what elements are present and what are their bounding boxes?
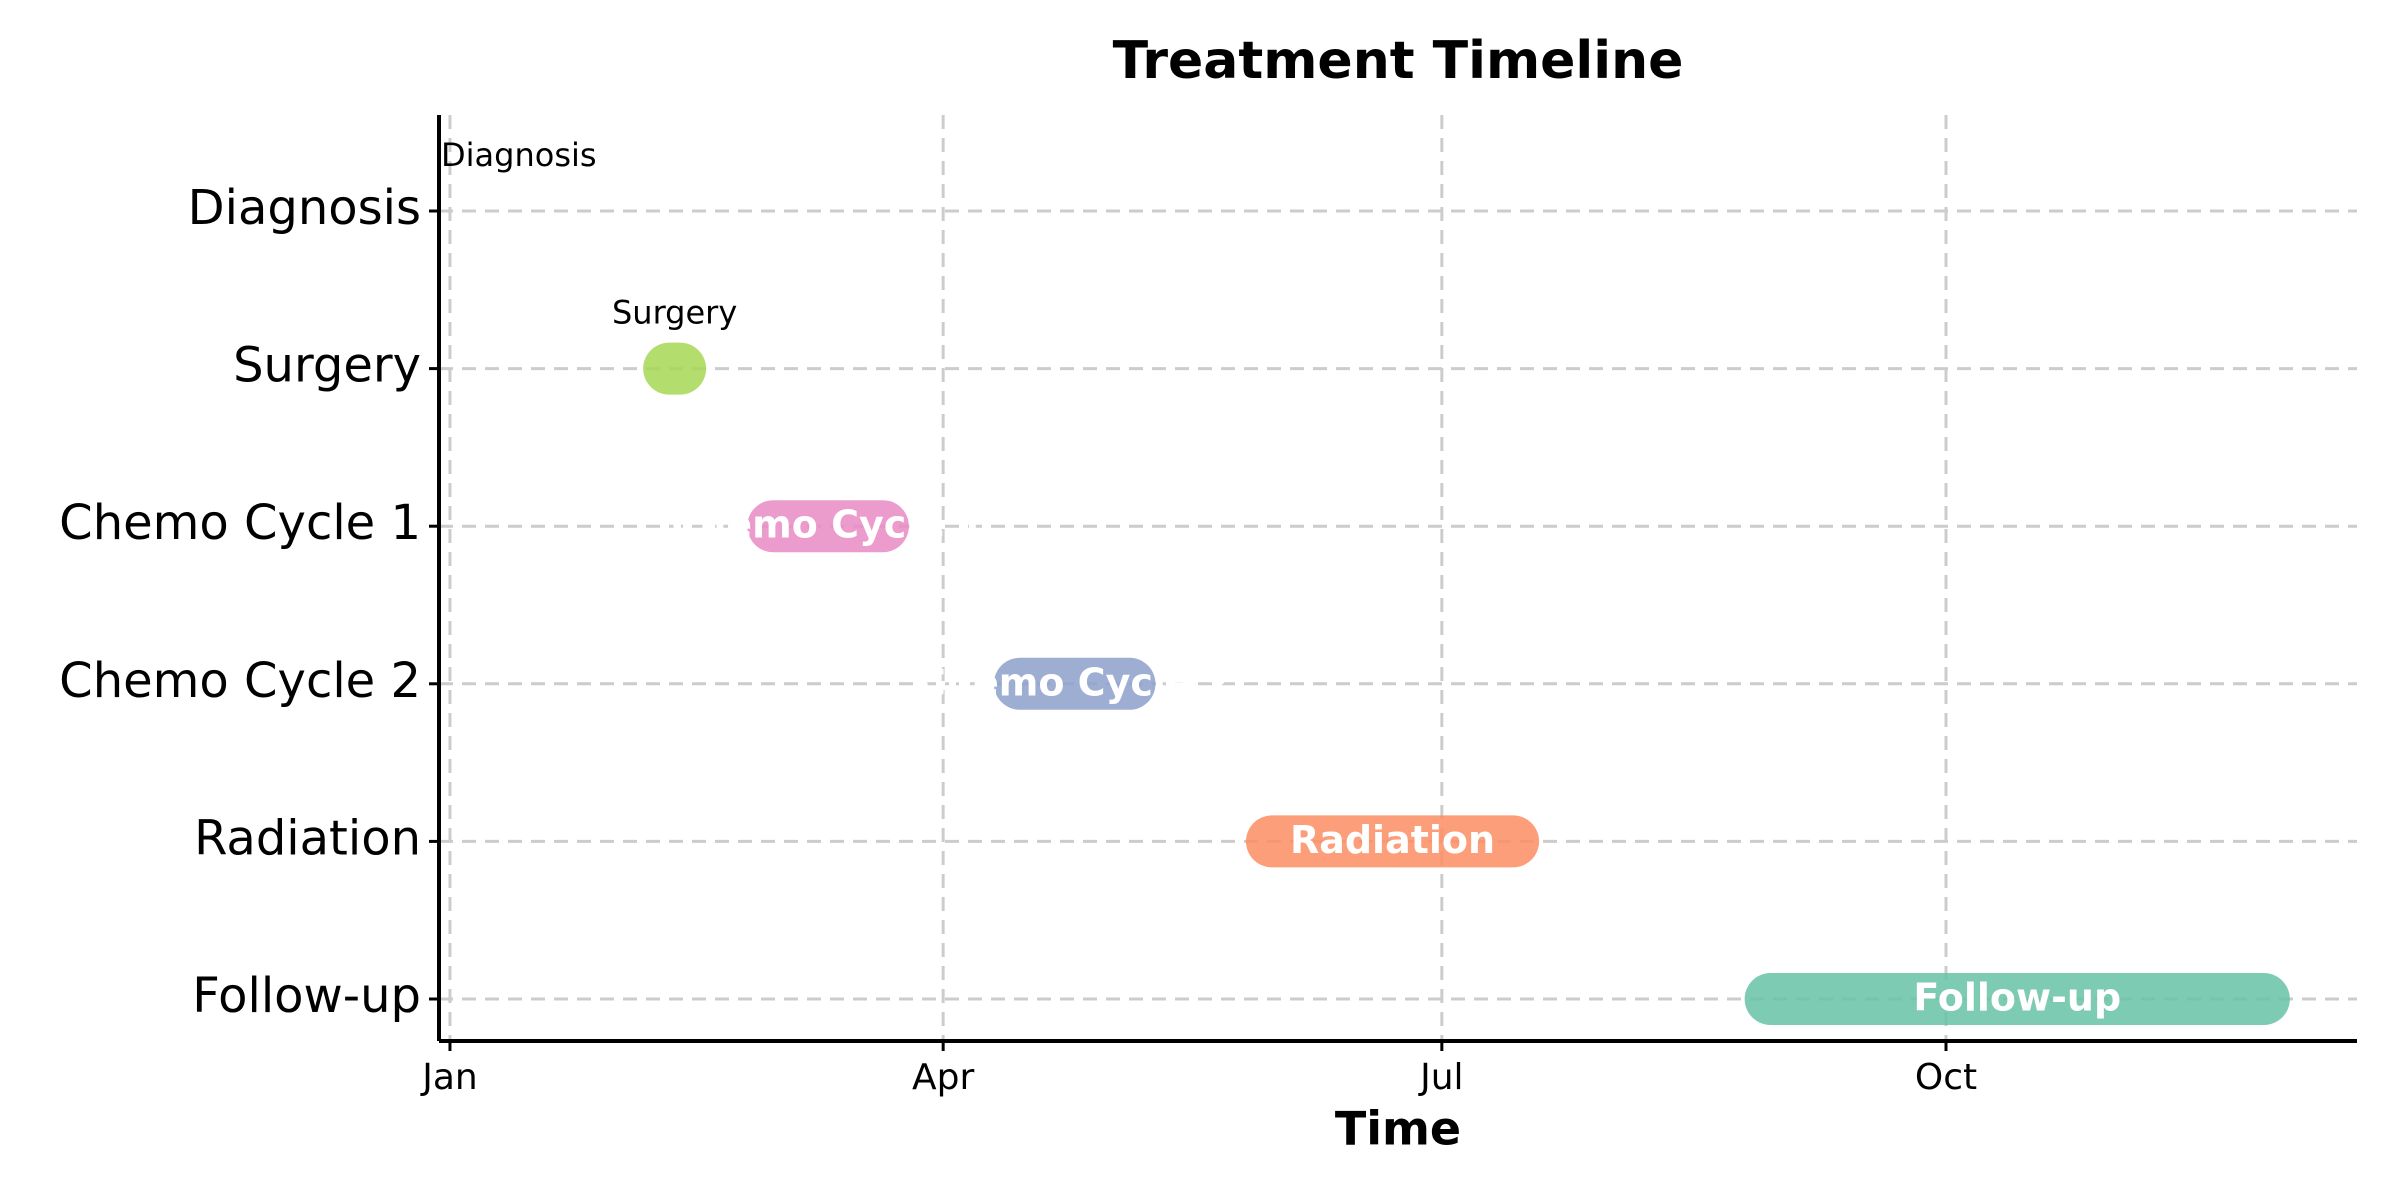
x-tick-label: Oct [1915,1057,1977,1098]
y-tick-label: Radiation [194,810,421,866]
x-axis-label: Time [1335,1102,1461,1156]
x-tick-label: Jul [1418,1057,1463,1098]
task-bar [1744,973,2290,1025]
chart-title: Treatment Timeline [1113,31,1684,91]
x-tick-label: Jan [420,1057,478,1098]
task-label: Radiation [1290,818,1495,862]
task-bar [1245,815,1540,868]
y-tick-label: Chemo Cycle 2 [59,653,421,709]
y-tick-label: Chemo Cycle 1 [59,495,421,551]
y-tick-label: Surgery [233,338,421,394]
task-label: Chemo Cycle 1 [671,503,984,547]
y-tick-label: Diagnosis [188,180,421,236]
task-label: Diagnosis [441,136,597,174]
task-bar [643,342,707,395]
task-label: Chemo Cycle 2 [918,660,1231,704]
x-tick-label: Apr [912,1057,974,1098]
task-bar [747,500,909,553]
task-label: Surgery [612,294,737,332]
task-label: Follow-up [1913,976,2121,1020]
task-bar [993,657,1156,710]
y-tick-label: Follow-up [192,968,421,1024]
